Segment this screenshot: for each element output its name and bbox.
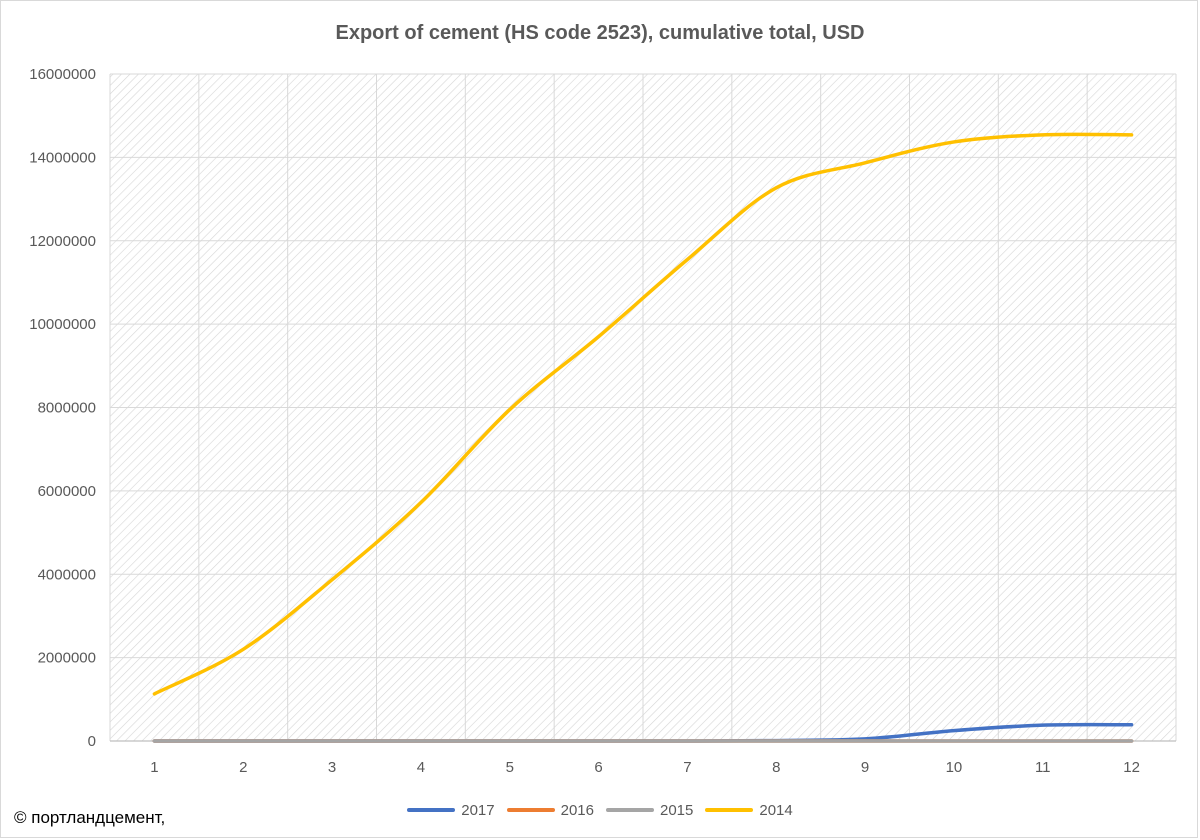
y-tick-label: 4000000 bbox=[38, 566, 96, 583]
series-line-2014 bbox=[152, 132, 1134, 696]
axes: 0 2000000 4000000 6000000 8000000 10000000 120… bbox=[29, 66, 1176, 776]
legend-item-2014: 2014 bbox=[705, 801, 793, 819]
legend-label: 2014 bbox=[759, 801, 793, 819]
x-tick-label: 9 bbox=[861, 759, 869, 776]
gridlines bbox=[109, 73, 1177, 742]
x-tick-label: 5 bbox=[506, 759, 514, 776]
y-tick-label: 8000000 bbox=[38, 400, 96, 417]
legend-swatch bbox=[705, 808, 754, 812]
x-tick-label: 1 bbox=[150, 759, 158, 776]
legend: 2017 2016 2015 2014 bbox=[0, 799, 1200, 819]
y-tick-label: 0 bbox=[88, 733, 96, 750]
x-tick-label: 7 bbox=[683, 759, 691, 776]
x-tick-label: 12 bbox=[1123, 759, 1140, 776]
x-tick-label: 2 bbox=[239, 759, 247, 776]
x-tick-label: 3 bbox=[328, 759, 336, 776]
legend-swatch bbox=[407, 808, 456, 812]
y-tick-label: 14000000 bbox=[29, 149, 96, 166]
x-tick-label: 10 bbox=[946, 759, 963, 776]
legend-label: 2017 bbox=[461, 801, 495, 819]
x-tick-label: 6 bbox=[594, 759, 602, 776]
chart-title: Export of cement (HS code 2523), cumulat… bbox=[335, 22, 865, 44]
legend-item-2017: 2017 bbox=[407, 801, 495, 819]
copyright-credit: © портландцемент, bbox=[14, 808, 166, 827]
series-lines bbox=[152, 132, 1134, 743]
legend-swatch bbox=[606, 808, 654, 812]
y-tick-label: 16000000 bbox=[29, 66, 96, 83]
y-tick-label: 6000000 bbox=[38, 483, 96, 500]
legend-label: 2016 bbox=[560, 801, 594, 819]
x-tick-label: 4 bbox=[417, 759, 425, 776]
y-tick-label: 12000000 bbox=[29, 233, 96, 250]
y-tick-label: 10000000 bbox=[29, 316, 96, 333]
legend-item-2015: 2015 bbox=[606, 802, 693, 819]
x-tick-label: 11 bbox=[1035, 759, 1051, 776]
legend-swatch bbox=[506, 808, 555, 812]
legend-item-2016: 2016 bbox=[506, 801, 594, 819]
x-tick-label: 8 bbox=[772, 759, 780, 776]
y-tick-label: 2000000 bbox=[38, 650, 96, 667]
legend-label: 2015 bbox=[660, 801, 694, 819]
